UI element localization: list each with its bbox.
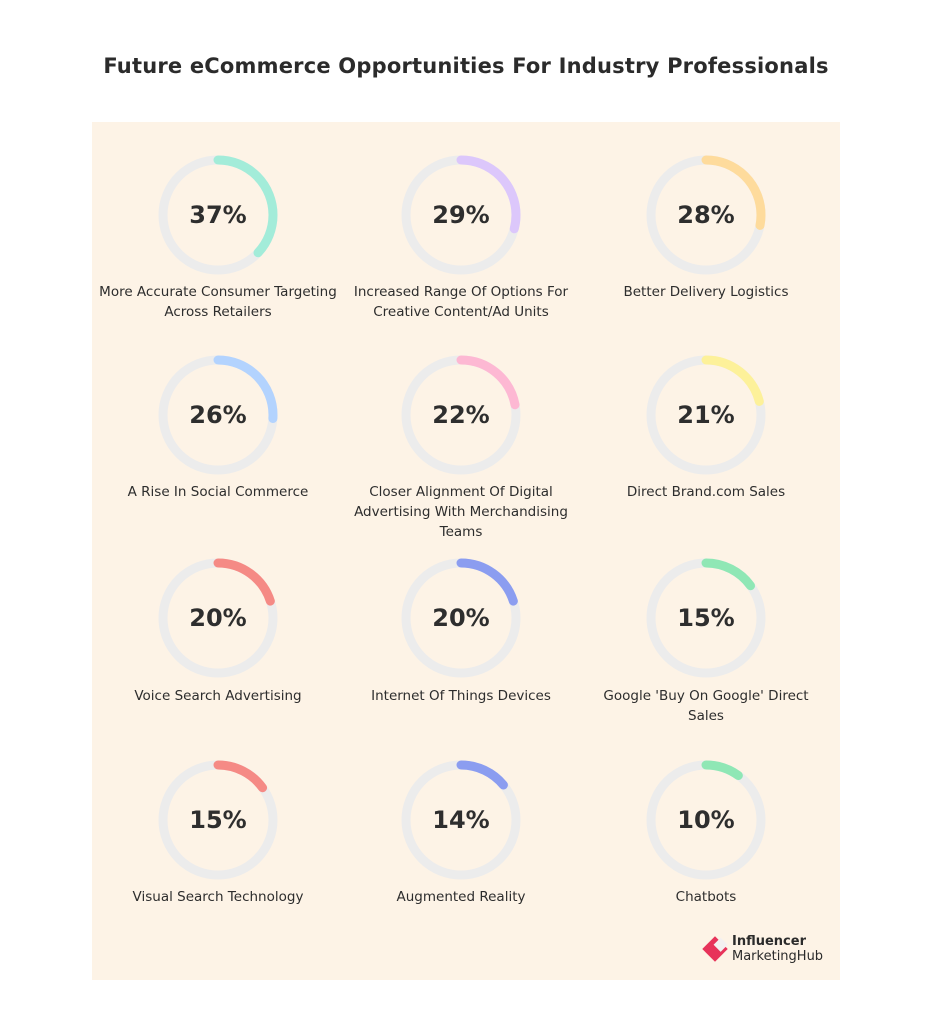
donut-svg [646, 155, 766, 275]
donut-svg [158, 355, 278, 475]
donut-svg [158, 558, 278, 678]
donut-value-arc [401, 558, 521, 678]
donut-value-label: 14% [432, 806, 490, 834]
logo-line2: MarketingHub [732, 949, 824, 964]
logo-diamond-icon [702, 936, 728, 962]
donut-value-label: 29% [432, 201, 490, 229]
donut-chart: 15% [156, 758, 280, 882]
donut-category-label: Internet Of Things Devices [371, 688, 551, 704]
donut-svg [158, 760, 278, 880]
donut-category-label: Direct Brand.com Sales [626, 484, 786, 500]
donut-value-label: 21% [677, 401, 735, 429]
donut-chart: 14% [399, 758, 523, 882]
donut-value-arc [158, 355, 278, 475]
donut-category-label: Better Delivery Logistics [623, 284, 789, 300]
donut-category-label: Chatbots [675, 889, 737, 905]
donut-chart: 26% [156, 353, 280, 477]
donut-value-arc [158, 155, 278, 275]
donut-value-label: 15% [189, 806, 247, 834]
donut-chart: 37% [156, 153, 280, 277]
donut-svg [646, 558, 766, 678]
donut-value-arc [646, 558, 766, 678]
donut-value-arc [158, 760, 278, 880]
donut-svg [401, 355, 521, 475]
donut-value-arc [401, 355, 521, 475]
donut-category-label: Closer Alignment Of Digital Advertising … [354, 484, 568, 540]
donut-category-label: Visual Search Technology [132, 889, 304, 905]
donut-svg [646, 760, 766, 880]
donut-category-label: Google 'Buy On Google' Direct Sales [603, 688, 809, 724]
donut-category-label: Voice Search Advertising [134, 688, 302, 704]
donut-category-label: A Rise In Social Commerce [127, 484, 309, 500]
donut-value-label: 28% [677, 201, 735, 229]
donut-svg [158, 155, 278, 275]
donut-value-arc [646, 155, 766, 275]
donut-svg [646, 355, 766, 475]
donut-value-arc [646, 760, 766, 880]
donut-value-arc [646, 355, 766, 475]
donut-value-arc [401, 155, 521, 275]
donut-chart: 20% [399, 556, 523, 680]
donut-value-label: 22% [432, 401, 490, 429]
donut-chart: 15% [644, 556, 768, 680]
donut-svg [401, 558, 521, 678]
donut-chart: 10% [644, 758, 768, 882]
donut-value-label: 10% [677, 806, 735, 834]
donut-value-label: 20% [189, 604, 247, 632]
donut-chart: 21% [644, 353, 768, 477]
donut-chart: 29% [399, 153, 523, 277]
donut-value-label: 20% [432, 604, 490, 632]
donut-value-label: 26% [189, 401, 247, 429]
donut-value-arc [158, 558, 278, 678]
donut-value-label: 15% [677, 604, 735, 632]
donut-category-label: More Accurate Consumer Targeting Across … [99, 284, 337, 320]
donut-chart: 28% [644, 153, 768, 277]
donut-category-label: Increased Range Of Options For Creative … [353, 284, 569, 320]
donut-value-label: 37% [189, 201, 247, 229]
logo-line1: Influencer [732, 934, 806, 949]
brand-logo: Influencer MarketingHub [702, 934, 836, 970]
donut-category-label: Augmented Reality [396, 889, 526, 905]
chart-title: Future eCommerce Opportunities For Indus… [103, 54, 829, 78]
donut-svg [401, 155, 521, 275]
donut-chart: 22% [399, 353, 523, 477]
donut-chart: 20% [156, 556, 280, 680]
donut-value-arc [401, 760, 521, 880]
donut-svg [401, 760, 521, 880]
